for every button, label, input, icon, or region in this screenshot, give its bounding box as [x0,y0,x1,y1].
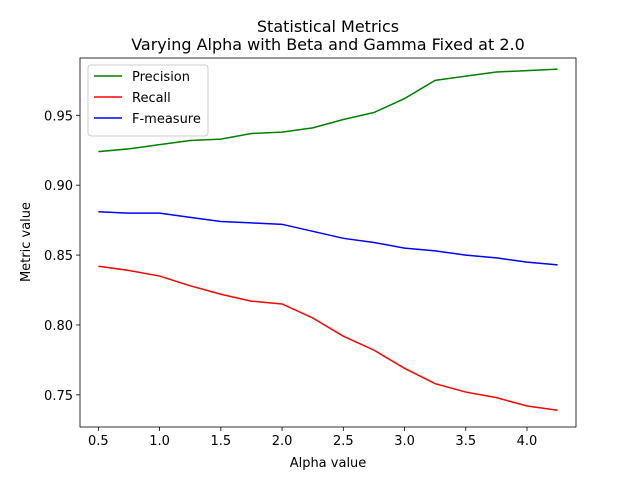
legend-label-precision: Precision [132,70,190,85]
x-tick-label: 3.5 [455,434,476,449]
y-tick-label: 0.95 [44,109,73,124]
x-tick-label: 2.0 [272,434,293,449]
axes-layer: 0.5 1.0 1.5 2.0 2.5 3.0 3.5 4.0 0.75 0.80 0.85 0.90… [44,57,577,449]
x-tick-label: 3.0 [394,434,415,449]
y-tick-label: 0.75 [44,389,73,404]
legend: Precision Recall F-measure [87,64,209,137]
x-axis-label: Alpha value [290,456,367,471]
y-tick-label: 0.80 [44,319,73,334]
y-tick-label: 0.90 [44,179,73,194]
series-line-precision [98,68,558,153]
x-tick-label: 4.0 [517,434,538,449]
series-line-f-measure [98,211,558,266]
plot-frame [79,57,577,428]
x-tick-label: 0.5 [88,434,109,449]
chart-title: Statistical Metrics [257,17,399,36]
y-axis-label: Metric value [19,202,34,282]
x-tick-label: 1.0 [149,434,170,449]
series-layer [98,68,558,411]
legend-label-recall: Recall [132,91,171,106]
legend-label-f-measure: F-measure [132,112,201,127]
chart-subtitle: Varying Alpha with Beta and Gamma Fixed … [131,35,525,54]
y-tick-label: 0.85 [44,249,73,264]
series-line-recall [98,265,558,411]
x-tick-label: 2.5 [333,434,354,449]
x-tick-label: 1.5 [210,434,231,449]
